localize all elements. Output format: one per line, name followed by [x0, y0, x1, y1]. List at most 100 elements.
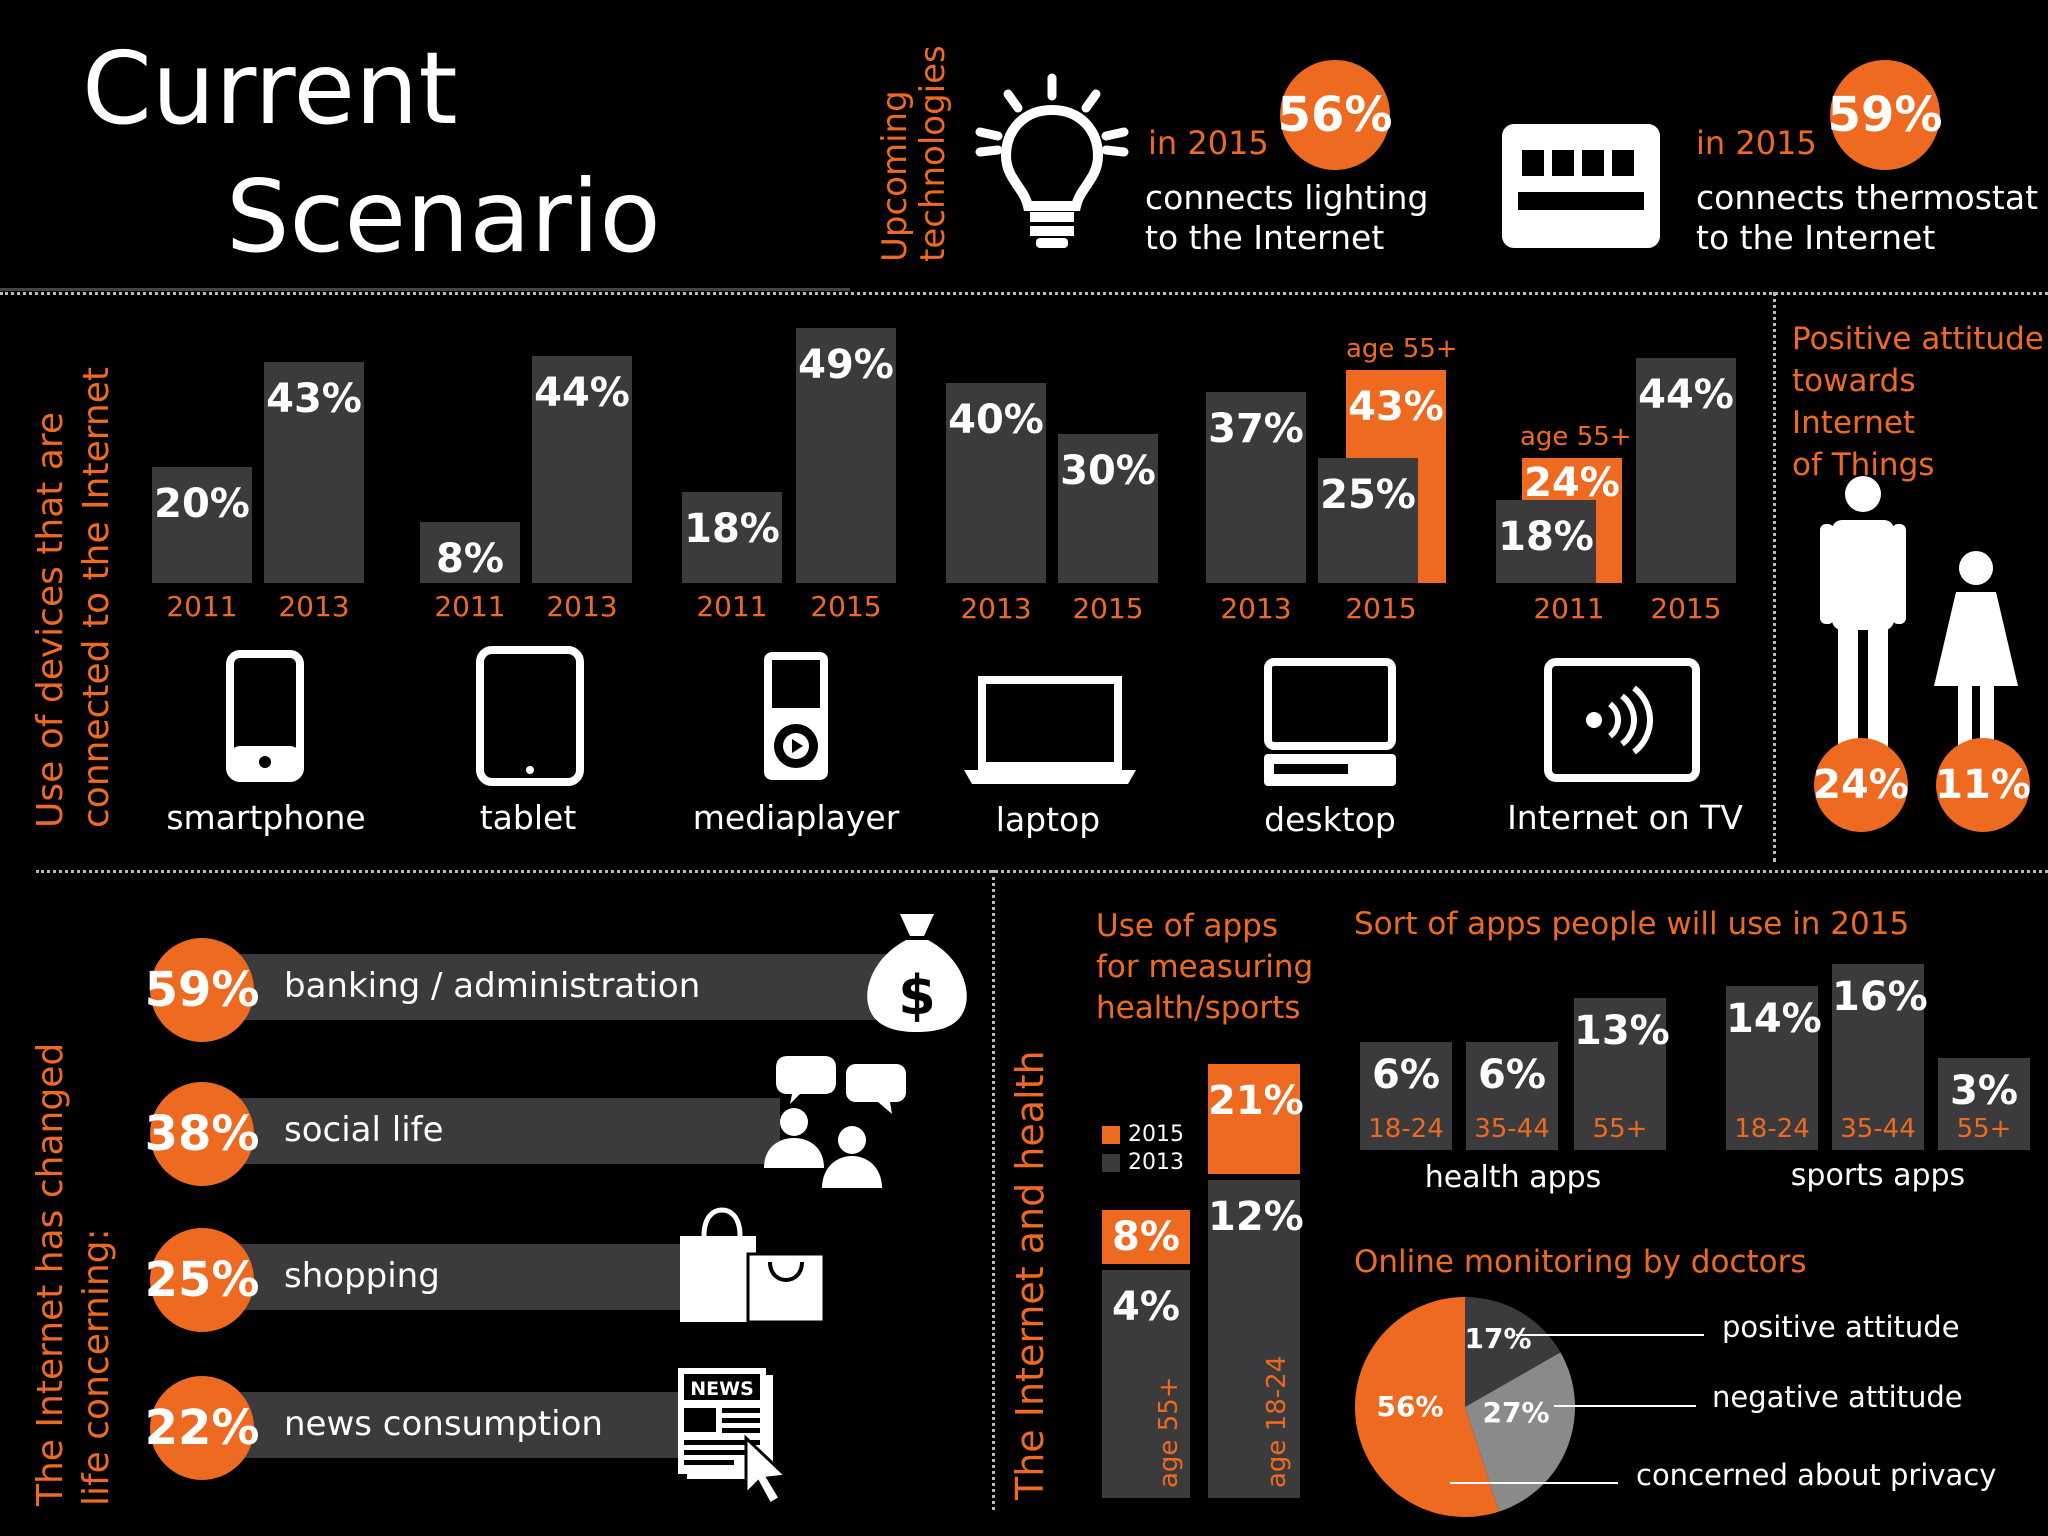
health-bar-35-44: 6% 35-44: [1466, 1042, 1558, 1150]
section-divider-attitude: [1773, 292, 1776, 862]
sports-bar-35-44: 16% 35-44: [1832, 964, 1928, 1150]
devices-heading-line-2: connected to the Internet: [76, 366, 117, 828]
health-apps-label: health apps: [1424, 1160, 1602, 1195]
monitoring-heading: Online monitoring by doctors: [1354, 1244, 1807, 1280]
bar-value: 30%: [1060, 448, 1156, 494]
monitoring-pie: 17% 27% 56%: [1354, 1297, 1575, 1517]
bar-tv-2011: 18%: [1496, 500, 1596, 583]
sports-apps-label: sports apps: [1790, 1158, 1966, 1193]
bar-value: 6%: [1372, 1052, 1440, 1098]
bar-value: 8%: [436, 536, 504, 582]
bar-tablet-2011: 8%: [420, 522, 520, 583]
thermostat-year: in 2015: [1696, 124, 1817, 162]
pie-slice-negative: [1465, 1352, 1575, 1512]
changed-heading-line-1: The Internet has changed: [30, 1042, 71, 1506]
apps-heading-line-2: for measuring: [1096, 949, 1314, 985]
tv-age-label: age 55+: [1520, 422, 1632, 452]
bar-mediaplayer-2015: 49%: [796, 328, 896, 583]
bar-group: 18-24: [1368, 1114, 1444, 1144]
device-label-mediaplayer: mediaplayer: [692, 798, 900, 837]
life-pct: 25%: [144, 1252, 260, 1308]
thermostat-line-2: to the Internet: [1696, 218, 1936, 257]
title-divider: [0, 288, 850, 291]
bar-value: 21%: [1208, 1078, 1304, 1124]
life-label-social: social life: [284, 1110, 444, 1150]
device-label-tablet: tablet: [479, 798, 577, 837]
bar-desktop-2015: 25%: [1318, 458, 1418, 583]
age55-label-text: age 55+: [1154, 1376, 1184, 1488]
bar-value: 37%: [1208, 406, 1304, 452]
lightbulb-icon: [975, 73, 1129, 248]
changed-heading: The Internet has changed life concerning…: [28, 1026, 120, 1506]
life-pct-badge: 38%: [145, 1082, 259, 1186]
pie-slice-privacy: [1354, 1297, 1499, 1517]
mediaplayer-icon: [764, 652, 828, 780]
year-label: 2013: [278, 590, 350, 623]
bar-value: 4%: [1112, 1284, 1180, 1330]
pie-value-privacy: 56%: [1376, 1390, 1443, 1423]
bar-value: 25%: [1320, 472, 1416, 518]
devices-heading: Use of devices that are connected to the…: [28, 348, 120, 828]
bar-value: 3%: [1950, 1068, 2018, 1114]
pointer-line-positive: [1516, 1334, 1704, 1336]
year-label: 2015: [1650, 592, 1722, 625]
year-label: 2015: [1345, 592, 1417, 625]
section-divider-middle: [36, 870, 2048, 873]
legend-label: 2015: [1128, 1122, 1184, 1147]
age1824-label-text: age 18-24: [1262, 1355, 1292, 1488]
bar-group: 55+: [1592, 1114, 1648, 1144]
pointer-line-negative: [1554, 1405, 1696, 1407]
bar-mediaplayer-2011: 18%: [682, 492, 782, 583]
sort-heading: Sort of apps people will use in 2015: [1354, 906, 1910, 942]
female-pct: 11%: [1935, 762, 2031, 808]
female-pct-badge: 11%: [1935, 738, 2031, 832]
age1824-label: age 18-24: [1262, 1356, 1292, 1488]
sports-bar-55: 3% 55+: [1938, 1058, 2030, 1150]
newspaper-icon: NEWS: [678, 1368, 790, 1506]
page-title: Current Scenario: [82, 30, 682, 280]
lighting-year: in 2015: [1148, 124, 1269, 162]
bar-group: 35-44: [1474, 1114, 1550, 1144]
legend-swatch-2015: [1102, 1125, 1120, 1144]
health-bar-18-24: 6% 18-24: [1360, 1042, 1452, 1150]
life-pct-badge: 22%: [145, 1376, 259, 1480]
bar-laptop-2015: 30%: [1058, 434, 1158, 583]
apps-heading-line-1: Use of apps: [1096, 908, 1279, 944]
bar-age55-2013: 4%: [1102, 1270, 1190, 1498]
pie-label-privacy: concerned about privacy: [1636, 1458, 1997, 1492]
attitude-heading: Positive attitude towards Internet of Th…: [1792, 318, 2048, 486]
bar-age1824-2015: 21%: [1208, 1064, 1304, 1174]
year-label: 2011: [166, 590, 238, 623]
section-divider-bottom: [992, 870, 995, 1510]
bar-value: 18%: [1498, 514, 1594, 560]
lighting-line-2: to the Internet: [1145, 218, 1385, 257]
upcoming-heading-text: Upcoming technologies: [875, 45, 953, 262]
bar-value: 18%: [684, 506, 780, 552]
attitude-heading-line-2: towards Internet: [1792, 363, 1916, 441]
thermostat-pct-badge: 59%: [1827, 60, 1943, 170]
male-pct-badge: 24%: [1813, 738, 1909, 832]
pie-label-positive: positive attitude: [1722, 1310, 1960, 1344]
apps-heading: Use of apps for measuring health/sports: [1096, 906, 1313, 1029]
bar-value: 40%: [948, 397, 1044, 443]
attitude-heading-line-1: Positive attitude: [1792, 321, 2044, 357]
bar-age1824-2013: 12%: [1208, 1180, 1304, 1498]
bar-tablet-2013: 44%: [532, 356, 632, 583]
devices-heading-line-1: Use of devices that are: [30, 411, 71, 828]
health-bar-55: 13% 55+: [1574, 998, 1670, 1150]
desktop-icon: [1264, 658, 1396, 786]
title-line-2: Scenario: [226, 158, 661, 275]
year-label: 2013: [1220, 592, 1292, 625]
life-bar-shopping: [200, 1244, 680, 1310]
bar-group: 55+: [1956, 1114, 2012, 1144]
age55-label: age 55+: [1154, 1376, 1184, 1488]
bar-tv-2015: 44%: [1636, 358, 1736, 583]
sports-bar-18-24: 14% 18-24: [1726, 986, 1822, 1150]
thermostat-pct: 59%: [1827, 87, 1943, 143]
laptop-icon: [964, 676, 1136, 784]
pie-label-negative: negative attitude: [1712, 1380, 1963, 1414]
lighting-pct: 56%: [1277, 87, 1393, 143]
bar-value: 44%: [1638, 372, 1734, 418]
life-label-shopping: shopping: [284, 1256, 440, 1296]
year-label: 2013: [960, 592, 1032, 625]
